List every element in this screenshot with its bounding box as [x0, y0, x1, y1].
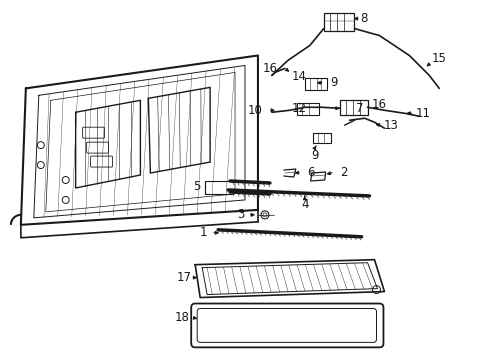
FancyBboxPatch shape — [304, 78, 326, 90]
Text: 8: 8 — [359, 12, 366, 25]
Text: 12: 12 — [291, 102, 305, 115]
FancyBboxPatch shape — [86, 142, 108, 153]
Text: 17: 17 — [176, 271, 191, 284]
FancyBboxPatch shape — [90, 156, 112, 167]
Text: 4: 4 — [301, 198, 308, 211]
Text: 15: 15 — [431, 52, 446, 65]
FancyBboxPatch shape — [312, 133, 330, 143]
Text: 6: 6 — [306, 166, 314, 179]
FancyBboxPatch shape — [191, 303, 383, 347]
Text: 16: 16 — [371, 98, 386, 111]
Text: 7: 7 — [355, 102, 363, 115]
Text: 3: 3 — [237, 208, 244, 221]
FancyBboxPatch shape — [296, 103, 318, 115]
Text: 13: 13 — [383, 119, 398, 132]
Text: 18: 18 — [174, 311, 189, 324]
FancyBboxPatch shape — [339, 100, 367, 115]
Text: 2: 2 — [339, 166, 346, 179]
FancyBboxPatch shape — [323, 13, 353, 31]
Text: 9: 9 — [329, 76, 337, 89]
FancyBboxPatch shape — [197, 309, 376, 342]
Text: 9: 9 — [310, 149, 318, 162]
Text: 14: 14 — [291, 70, 305, 83]
Text: 10: 10 — [247, 104, 262, 117]
FancyBboxPatch shape — [82, 127, 104, 138]
Text: 11: 11 — [415, 107, 430, 120]
Text: 5: 5 — [193, 180, 201, 193]
Text: 16: 16 — [262, 62, 277, 75]
Text: 1: 1 — [199, 226, 206, 239]
